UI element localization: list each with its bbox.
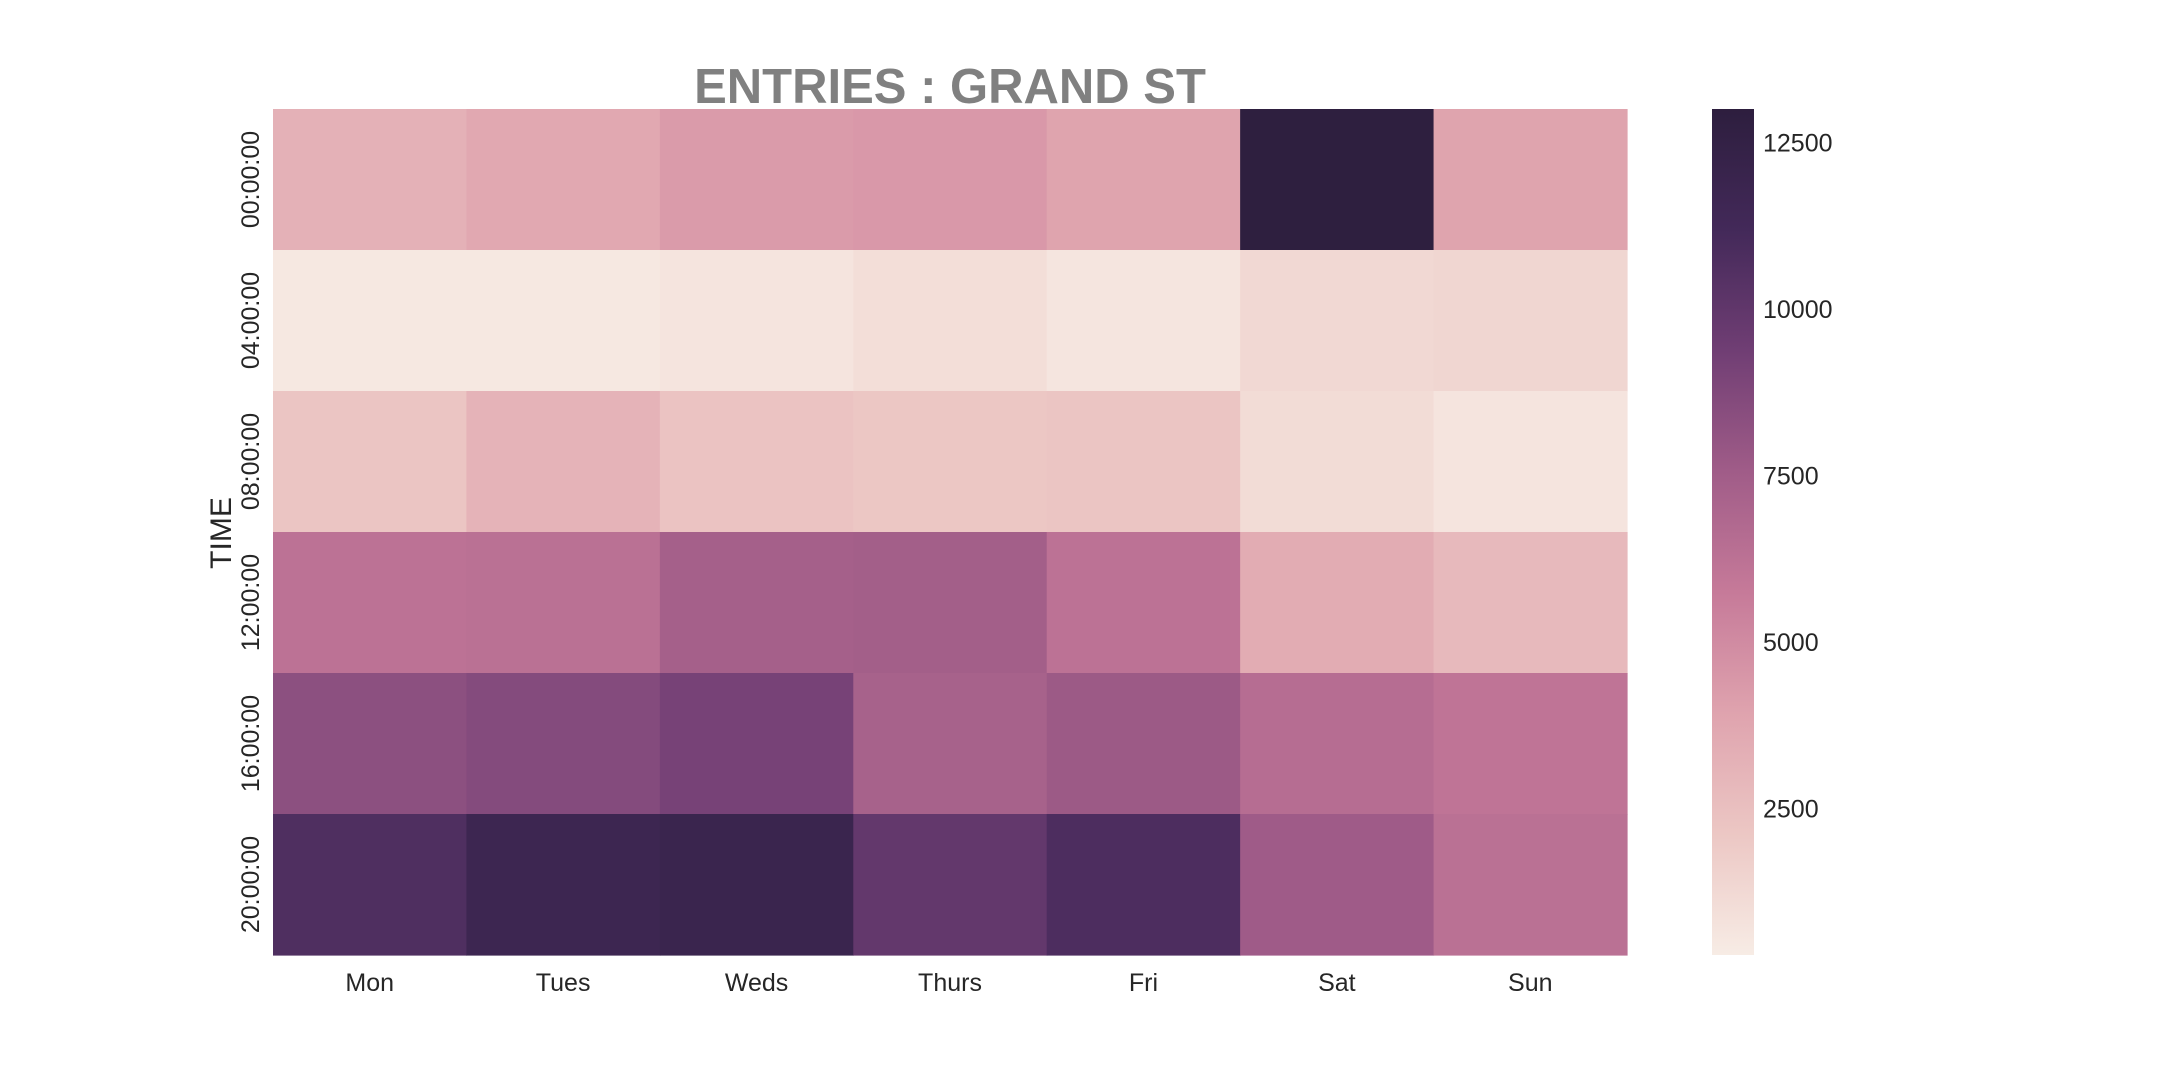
heatmap-cell [273, 673, 468, 815]
heatmap-cell [273, 532, 468, 674]
x-tick-label: Weds [725, 969, 788, 997]
heatmap-cell [1433, 814, 1628, 956]
heatmap-cell [1240, 814, 1435, 956]
colorbar-tick-labels: 2500 5000 7500 10000 12500 [1763, 129, 1833, 823]
colorbar-tick-label: 7500 [1763, 462, 1819, 490]
heatmap-cell [659, 250, 854, 392]
heatmap-cell [1046, 814, 1241, 956]
x-tick-label: Sun [1508, 969, 1552, 997]
heatmap-cell [1433, 673, 1628, 815]
heatmap-cell [273, 109, 468, 251]
heatmap-cell [659, 109, 854, 251]
heatmap-cell [466, 109, 661, 251]
heatmap-cell [1046, 109, 1241, 251]
heatmap-cell [853, 814, 1048, 956]
heatmap-cell [853, 532, 1048, 674]
heatmap-cell [273, 814, 468, 956]
colorbar [1712, 109, 1754, 955]
x-tick-label: Thurs [918, 969, 982, 997]
heatmap-cell [1046, 250, 1241, 392]
heatmap-cell [853, 673, 1048, 815]
heatmap-cell [659, 814, 854, 956]
heatmap-cell [1240, 532, 1435, 674]
y-tick-label: 08:00:00 [237, 413, 265, 510]
heatmap-cell [1240, 673, 1435, 815]
y-tick-label: 20:00:00 [237, 836, 265, 933]
heatmap-cell [853, 391, 1048, 533]
heatmap-cell [1433, 250, 1628, 392]
heatmap-cell [1046, 391, 1241, 533]
heatmap-cell [659, 673, 854, 815]
heatmap-cell [466, 814, 661, 956]
heatmap-cell [1240, 391, 1435, 533]
colorbar-tick-label: 12500 [1763, 129, 1833, 157]
heatmap-cell [659, 391, 854, 533]
heatmap-cell [273, 250, 468, 392]
heatmap-cell [466, 673, 661, 815]
colorbar-tick-label: 2500 [1763, 795, 1819, 823]
heatmap-cell [1433, 532, 1628, 674]
colorbar-tick-label: 10000 [1763, 296, 1833, 324]
heatmap-cell [1433, 391, 1628, 533]
y-tick-label: 12:00:00 [237, 554, 265, 651]
heatmap-cell [1046, 532, 1241, 674]
heatmap-cell [659, 532, 854, 674]
heatmap-cell [466, 250, 661, 392]
y-tick-label: 04:00:00 [237, 272, 265, 369]
y-tick-label: 16:00:00 [237, 695, 265, 792]
heatmap-cell [1240, 109, 1435, 251]
x-tick-label: Sat [1318, 969, 1356, 997]
heatmap-cell [1046, 673, 1241, 815]
heatmap-cell [273, 391, 468, 533]
x-tick-label: Mon [345, 969, 394, 997]
y-tick-labels: 00:00:00 04:00:00 08:00:00 12:00:00 16:00:00… [237, 131, 265, 933]
heatmap-cell [1433, 109, 1628, 251]
heatmap-cell [1240, 250, 1435, 392]
chart-title: ENTRIES : GRAND ST [694, 60, 1206, 114]
heatmap-cell [466, 391, 661, 533]
heatmap-cell [466, 532, 661, 674]
y-tick-label: 00:00:00 [237, 131, 265, 228]
heatmap-cell [853, 250, 1048, 392]
x-tick-labels: Mon Tues Weds Thurs Fri Sat Sun [345, 969, 1552, 997]
x-tick-label: Fri [1129, 969, 1158, 997]
heatmap-cells [273, 109, 1628, 956]
y-axis-label: TIME [205, 497, 238, 569]
x-tick-label: Tues [536, 969, 591, 997]
colorbar-tick-label: 5000 [1763, 629, 1819, 657]
heatmap-cell [853, 109, 1048, 251]
